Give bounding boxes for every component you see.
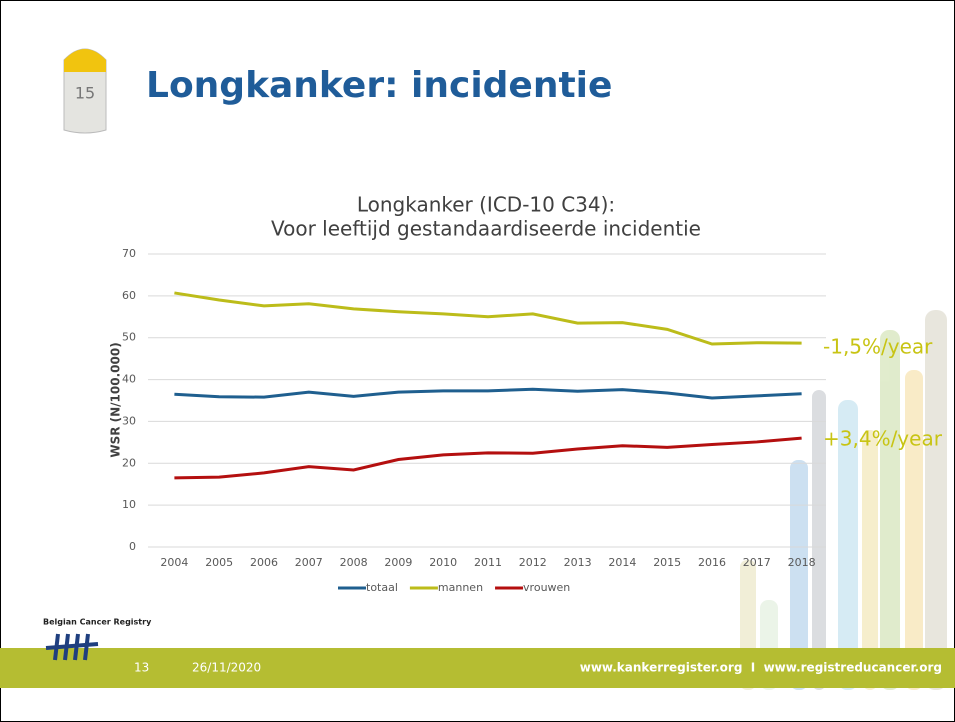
y-tick-label: 70 xyxy=(122,247,136,260)
slide: 15 Longkanker: incidentie Longkanker (IC… xyxy=(0,0,955,722)
x-tick-label: 2015 xyxy=(653,556,681,569)
x-tick-label: 2013 xyxy=(564,556,592,569)
annotation: -1,5%/year xyxy=(823,335,933,359)
logo-text: Belgian Cancer Registry xyxy=(43,618,152,627)
annotation: +3,4%/year xyxy=(823,427,943,451)
date: 26/11/2020 xyxy=(192,661,261,675)
page-number: 13 xyxy=(134,661,149,675)
chart-title: Voor leeftijd gestandaardiseerde inciden… xyxy=(271,217,701,241)
x-tick-label: 2012 xyxy=(519,556,547,569)
legend-label: totaal xyxy=(366,581,398,594)
x-tick-label: 2009 xyxy=(384,556,412,569)
x-tick-label: 2011 xyxy=(474,556,502,569)
footer-links: www.kankerregister.org I www.registreduc… xyxy=(580,661,942,675)
x-tick-label: 2016 xyxy=(698,556,726,569)
y-axis-label: WSR (N/100.000) xyxy=(109,342,123,457)
y-tick-label: 60 xyxy=(122,289,136,302)
x-tick-label: 2007 xyxy=(295,556,323,569)
x-tick-label: 2004 xyxy=(160,556,188,569)
y-tick-label: 0 xyxy=(129,540,136,553)
legend-label: vrouwen xyxy=(523,581,570,594)
milestone-icon: 15 xyxy=(64,49,106,133)
y-tick-label: 10 xyxy=(122,498,136,511)
x-tick-label: 2006 xyxy=(250,556,278,569)
y-tick-label: 50 xyxy=(122,331,136,344)
slide-frame xyxy=(1,1,955,722)
y-tick-label: 40 xyxy=(122,373,136,386)
x-tick-label: 2017 xyxy=(743,556,771,569)
slide-title: Longkanker: incidentie xyxy=(146,65,612,106)
x-tick-label: 2010 xyxy=(429,556,457,569)
y-tick-label: 20 xyxy=(122,456,136,469)
x-tick-label: 2005 xyxy=(205,556,233,569)
x-tick-label: 2008 xyxy=(340,556,368,569)
x-tick-label: 2018 xyxy=(788,556,816,569)
legend-label: mannen xyxy=(438,581,483,594)
milestone-number: 15 xyxy=(75,84,95,103)
chart-title: Longkanker (ICD-10 C34): xyxy=(357,193,615,217)
y-tick-label: 30 xyxy=(122,414,136,427)
x-tick-label: 2014 xyxy=(608,556,636,569)
